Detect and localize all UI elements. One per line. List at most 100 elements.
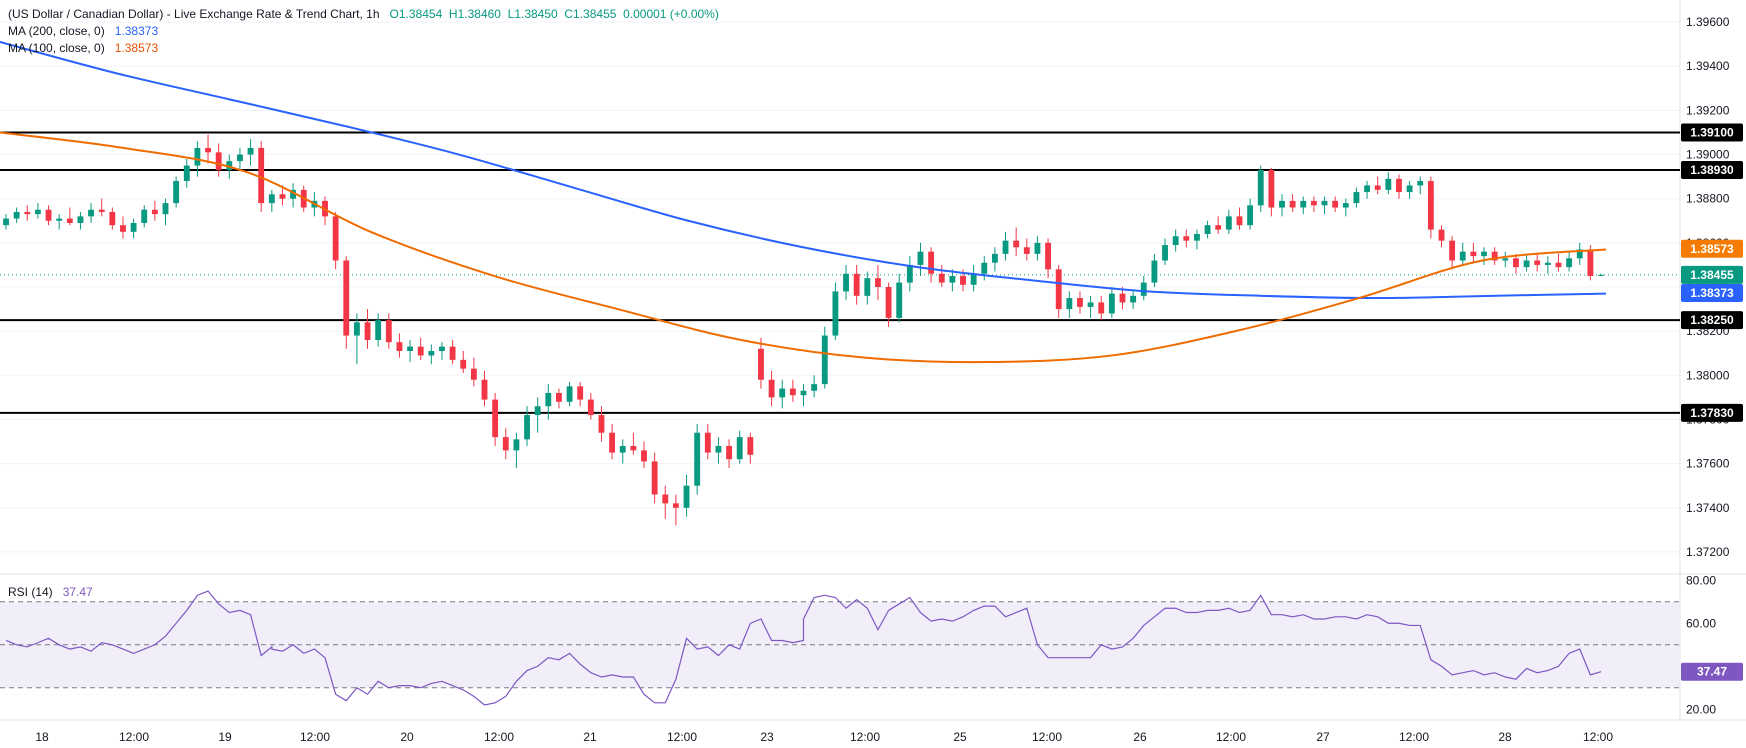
candle-body [56, 218, 63, 221]
ma200-legend[interactable]: MA (200, close, 0) 1.38373 [8, 23, 158, 39]
candle-body [768, 379, 775, 398]
candle-body [460, 359, 467, 369]
open-value: O1.38454 [389, 7, 443, 21]
candle-body [492, 399, 499, 438]
current-price-tag: 1.38455 [1690, 268, 1734, 282]
candle-body [1534, 260, 1541, 265]
price-tick-label: 1.39600 [1686, 15, 1730, 29]
time-tick-label: 20 [400, 730, 414, 744]
ma100-line [0, 131, 1607, 364]
candle-body [1502, 258, 1509, 261]
time-tick-label: 19 [218, 730, 232, 744]
candle-body [1119, 293, 1126, 303]
candle-body [556, 392, 562, 402]
rsi-tick-label: 80.00 [1686, 573, 1716, 587]
ma100-legend[interactable]: MA (100, close, 0) 1.38573 [8, 40, 158, 56]
candle-body [1183, 236, 1190, 241]
candle-body [45, 209, 52, 221]
candle-body [1215, 225, 1222, 230]
candle-body [1151, 260, 1158, 283]
rsi-value: 37.47 [62, 585, 93, 599]
candle-body [651, 461, 658, 495]
candle-body [1034, 242, 1041, 254]
candle-body [1321, 200, 1328, 206]
candle-body [1587, 249, 1594, 276]
candle-body [194, 147, 201, 166]
candle-body [906, 264, 913, 283]
time-tick-label: 12:00 [667, 730, 697, 744]
time-tick-label: 18 [35, 730, 49, 744]
candle-body [1108, 293, 1115, 314]
candle-body [885, 287, 892, 318]
level-tag: 1.38930 [1690, 163, 1734, 177]
candle-body [1055, 269, 1062, 310]
candle-body [1598, 274, 1604, 276]
time-tick-label: 26 [1133, 730, 1147, 744]
candle-body [375, 320, 382, 340]
candle-body [215, 152, 222, 170]
candle-body [1002, 240, 1009, 254]
ma100-value: 1.38573 [114, 41, 159, 55]
candle-body [800, 390, 807, 396]
candle-body [1470, 251, 1477, 257]
candle-body [1385, 178, 1392, 190]
candle-body [13, 211, 20, 219]
candle-body [1194, 234, 1200, 241]
current-price-tag-bg [1681, 265, 1743, 284]
candle-body [268, 194, 275, 204]
high-value: H1.38460 [448, 7, 501, 21]
candle-body [545, 392, 552, 407]
candle-body [758, 348, 764, 380]
price-axis[interactable]: 1.396001.394001.392001.390001.388001.386… [1686, 15, 1730, 716]
time-tick-label: 12:00 [1032, 730, 1062, 744]
time-tick-label: 12:00 [1583, 730, 1613, 744]
time-axis[interactable]: 18 12:00 19 12:00 20 12:00 21 12:00 23 12:00 25 12:… [35, 730, 1613, 744]
candle-body [385, 320, 392, 343]
candle-body [1523, 260, 1530, 268]
candle-body [1204, 225, 1211, 235]
candle-body [1247, 205, 1254, 226]
candle-body [736, 437, 743, 460]
time-tick-label: 21 [583, 730, 597, 744]
candle-body [130, 222, 137, 232]
candle-body [1130, 295, 1137, 303]
ma100-label: MA (100, close, 0) [8, 41, 105, 55]
candle-body [1087, 302, 1094, 307]
candle-body [1098, 302, 1105, 314]
time-tick-label: 12:00 [119, 730, 149, 744]
rsi-legend[interactable]: RSI (14) 37.47 [8, 584, 93, 600]
candle-body [619, 445, 626, 453]
ma200-label: MA (200, close, 0) [8, 24, 105, 38]
candle-body [949, 275, 956, 283]
rsi-tag-bg [1681, 662, 1743, 681]
candle-body [439, 346, 445, 352]
candle-body [481, 379, 488, 400]
level-tag-bg [1681, 123, 1743, 142]
candle-body [1140, 282, 1147, 296]
candle-body [662, 494, 669, 504]
candle-body [1449, 240, 1456, 261]
price-tick-label: 1.38800 [1686, 192, 1730, 206]
change-value: 0.00001 (+0.00%) [623, 7, 719, 21]
ma100-tag: 1.38573 [1690, 242, 1734, 256]
level-tag: 1.38250 [1690, 313, 1734, 327]
time-tick-label: 12:00 [1216, 730, 1246, 744]
ma200-line [0, 40, 1607, 300]
candle-body [237, 154, 243, 162]
candle-body [353, 322, 360, 336]
time-tick-label: 27 [1316, 730, 1330, 744]
support-resistance-levels[interactable] [0, 131, 1680, 414]
candle-body [1310, 200, 1317, 206]
time-tick-label: 28 [1498, 730, 1512, 744]
candle-body [396, 342, 403, 352]
candle-body [1172, 236, 1179, 246]
candle-body [1342, 203, 1349, 208]
candle-body [524, 415, 530, 440]
time-tick-label: 25 [953, 730, 967, 744]
price-tags: 1.39100 1.38930 1.38250 1.37830 1.38573 1.384… [1681, 123, 1743, 681]
rsi-band [0, 601, 1680, 689]
candle-body [1013, 240, 1020, 248]
candle-body [534, 406, 541, 416]
candle-body [24, 211, 31, 215]
